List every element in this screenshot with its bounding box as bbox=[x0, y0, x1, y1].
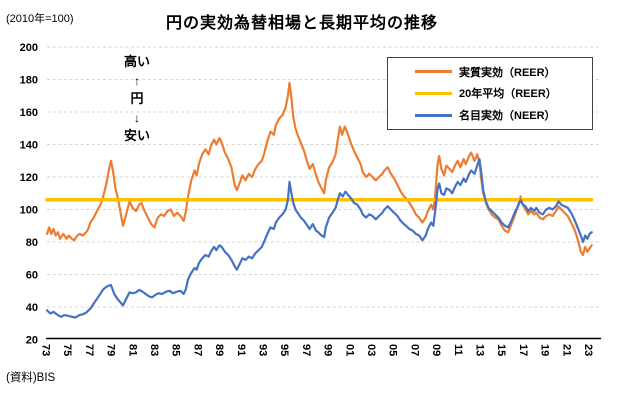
svg-text:87: 87 bbox=[191, 344, 203, 356]
svg-text:21: 21 bbox=[560, 344, 572, 356]
svg-text:95: 95 bbox=[278, 344, 290, 356]
svg-text:05: 05 bbox=[387, 344, 399, 356]
annotation-high-label: 高い bbox=[123, 54, 150, 69]
svg-text:83: 83 bbox=[148, 344, 160, 356]
svg-text:81: 81 bbox=[126, 344, 138, 356]
svg-text:91: 91 bbox=[235, 344, 247, 356]
chart-legend: 実質実効（REER） 20年平均（REER） 名目実効（NEER） bbox=[387, 57, 593, 130]
down-arrow-icon: ↓ bbox=[134, 110, 140, 125]
svg-text:73: 73 bbox=[40, 344, 52, 356]
svg-text:03: 03 bbox=[365, 344, 377, 356]
svg-text:100: 100 bbox=[20, 205, 38, 217]
svg-text:200: 200 bbox=[20, 42, 38, 54]
svg-text:13: 13 bbox=[474, 344, 486, 356]
legend-item-average: 20年平均（REER） bbox=[388, 83, 592, 103]
annotation-yen-label: 円 bbox=[130, 91, 144, 107]
axis-unit-note: (2010年=100) bbox=[6, 13, 74, 25]
svg-text:140: 140 bbox=[20, 140, 38, 152]
svg-text:11: 11 bbox=[452, 344, 464, 356]
source-note: (資料)BIS bbox=[6, 372, 56, 384]
svg-text:85: 85 bbox=[170, 344, 182, 356]
svg-text:60: 60 bbox=[26, 270, 38, 282]
svg-text:01: 01 bbox=[343, 344, 355, 356]
up-arrow-icon: ↑ bbox=[134, 73, 140, 88]
legend-label-reer: 実質実効（REER） bbox=[459, 66, 556, 79]
svg-text:89: 89 bbox=[213, 344, 225, 356]
yen-strength-annotation: 高い ↑ 円 ↓ 安い bbox=[122, 53, 152, 146]
svg-text:77: 77 bbox=[83, 344, 95, 356]
svg-text:07: 07 bbox=[408, 344, 420, 356]
svg-text:79: 79 bbox=[105, 344, 117, 356]
svg-text:120: 120 bbox=[20, 172, 38, 184]
svg-text:23: 23 bbox=[582, 344, 594, 356]
legend-label-neer: 名目実効（NEER） bbox=[459, 110, 556, 123]
svg-text:93: 93 bbox=[257, 344, 269, 356]
svg-text:19: 19 bbox=[539, 344, 551, 356]
annotation-low-label: 安い bbox=[123, 128, 150, 144]
svg-text:160: 160 bbox=[20, 107, 38, 119]
svg-text:40: 40 bbox=[26, 302, 38, 314]
svg-text:80: 80 bbox=[26, 237, 38, 249]
svg-text:97: 97 bbox=[300, 344, 312, 356]
svg-text:17: 17 bbox=[517, 344, 529, 356]
legend-label-average: 20年平均（REER） bbox=[459, 88, 557, 101]
svg-text:180: 180 bbox=[20, 75, 38, 87]
average-line-swatch bbox=[415, 91, 452, 95]
svg-text:20: 20 bbox=[26, 335, 38, 347]
svg-text:75: 75 bbox=[61, 344, 73, 356]
legend-item-reer: 実質実効（REER） bbox=[388, 62, 592, 82]
neer-line-swatch bbox=[415, 113, 452, 117]
chart-title: 円の実効為替相場と長期平均の推移 bbox=[165, 15, 438, 32]
svg-text:15: 15 bbox=[495, 344, 507, 356]
svg-text:99: 99 bbox=[322, 344, 334, 356]
reer-line-swatch bbox=[415, 70, 452, 74]
legend-item-neer: 名目実効（NEER） bbox=[388, 105, 592, 125]
svg-text:09: 09 bbox=[430, 344, 442, 356]
